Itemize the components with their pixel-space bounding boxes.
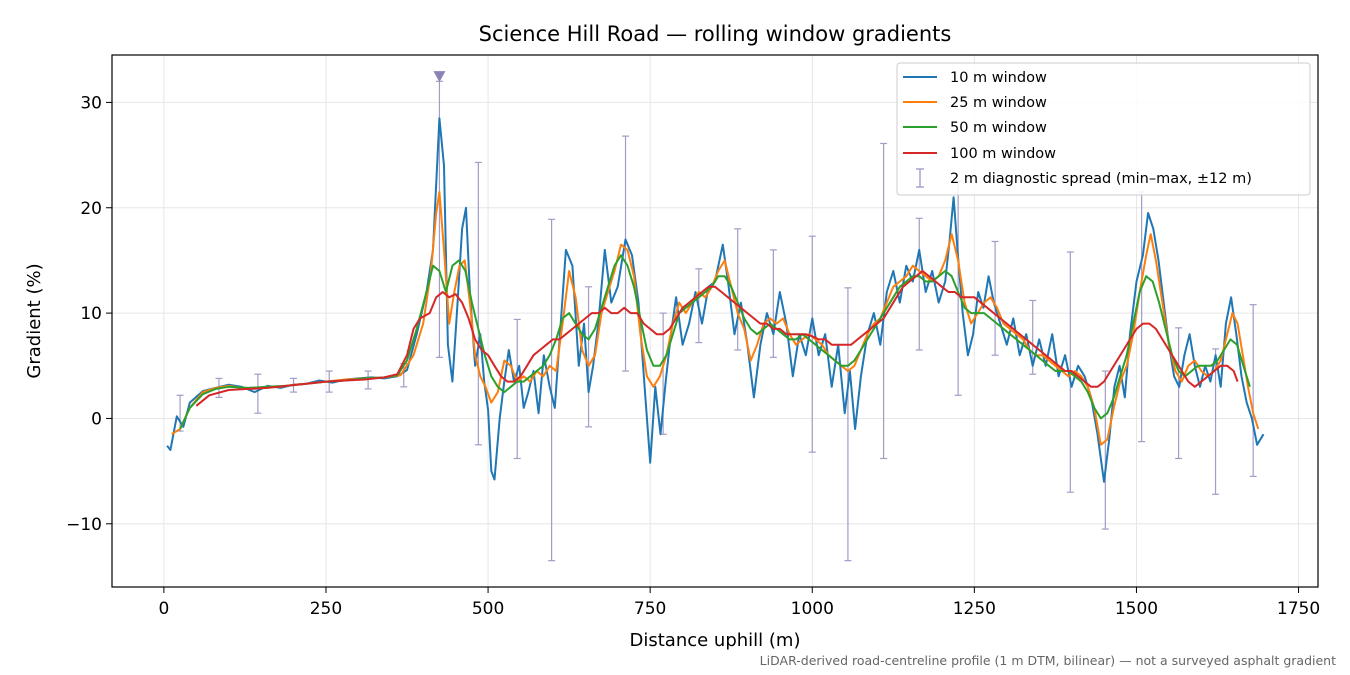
y-tick-label: 0 bbox=[91, 409, 102, 429]
errorbar bbox=[1212, 348, 1220, 495]
legend-box bbox=[896, 62, 1311, 196]
legend-entry: 50 m window bbox=[903, 120, 1047, 136]
errorbar bbox=[1138, 191, 1146, 443]
chart-title: Science Hill Road — rolling window gradi… bbox=[479, 22, 952, 46]
errorbar bbox=[254, 373, 262, 414]
x-tick-label: 250 bbox=[310, 599, 342, 619]
series-line-1 bbox=[166, 117, 1265, 483]
legend-entry: 10 m window bbox=[903, 70, 1047, 86]
y-axis-ticks: −10 0 10 20 30 bbox=[66, 93, 112, 535]
x-tick-label: 750 bbox=[634, 599, 666, 619]
x-axis-label: Distance uphill (m) bbox=[630, 630, 801, 651]
legend: 10 m window 25 m window 50 m window 100 m w… bbox=[896, 62, 1311, 196]
y-tick-label: 30 bbox=[80, 93, 102, 113]
series-line-2 bbox=[171, 191, 1260, 446]
errorbar bbox=[991, 240, 999, 356]
footnote: LiDAR-derived road-centreline profile (1… bbox=[760, 653, 1336, 668]
series-line-3 bbox=[179, 254, 1251, 430]
errorbar bbox=[513, 318, 521, 460]
errorbar bbox=[769, 249, 777, 358]
peak-marker bbox=[433, 71, 446, 83]
plot-frame bbox=[111, 54, 1319, 588]
y-axis-label: Gradient (%) bbox=[24, 263, 45, 378]
legend-label: 25 m window bbox=[950, 95, 1047, 111]
x-tick-label: 0 bbox=[158, 599, 169, 619]
x-axis-ticks: 0 250 500 750 1000 1250 1500 1750 bbox=[158, 587, 1320, 619]
errorbar bbox=[548, 218, 556, 562]
errorbar bbox=[474, 161, 482, 446]
legend-entry: 100 m window bbox=[903, 146, 1056, 162]
errorbar bbox=[1101, 370, 1109, 530]
errorbar bbox=[622, 135, 630, 372]
x-tick-label: 1500 bbox=[1115, 599, 1158, 619]
x-tick-label: 1250 bbox=[953, 599, 996, 619]
y-tick-label: 10 bbox=[80, 304, 102, 324]
legend-entry: 25 m window bbox=[903, 95, 1047, 111]
errorbar bbox=[585, 286, 593, 428]
errorbar bbox=[808, 235, 816, 453]
errorbar bbox=[1249, 304, 1257, 477]
diagnostic-spread-errorbars bbox=[176, 80, 1257, 562]
peak-triangle-marker bbox=[433, 71, 446, 83]
errorbar bbox=[734, 228, 742, 351]
legend-label: 10 m window bbox=[950, 70, 1047, 86]
legend-entry: 2 m diagnostic spread (min–max, ±12 m) bbox=[916, 168, 1252, 188]
y-tick-label: 20 bbox=[80, 199, 102, 219]
series-line-4 bbox=[195, 270, 1239, 407]
errorbar bbox=[844, 287, 852, 562]
x-tick-label: 1750 bbox=[1277, 599, 1320, 619]
series-lines bbox=[166, 117, 1265, 483]
x-tick-label: 500 bbox=[472, 599, 504, 619]
legend-label: 100 m window bbox=[950, 146, 1056, 162]
errorbar bbox=[915, 217, 923, 351]
errorbar bbox=[1175, 327, 1183, 460]
y-tick-label: −10 bbox=[66, 515, 102, 535]
legend-label: 50 m window bbox=[950, 120, 1047, 136]
errorbar bbox=[880, 142, 888, 460]
x-tick-label: 1000 bbox=[791, 599, 834, 619]
legend-label: 2 m diagnostic spread (min–max, ±12 m) bbox=[950, 171, 1252, 187]
